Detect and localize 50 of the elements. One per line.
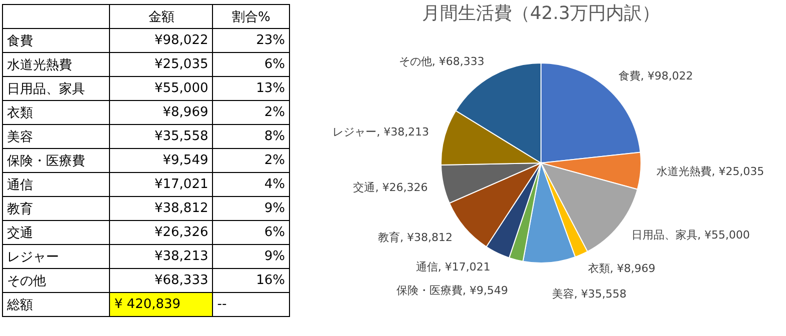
slice-label: その他, ¥68,333 bbox=[398, 54, 484, 68]
text: 水道光熱費 bbox=[2, 52, 110, 76]
slice-label: 教育, ¥38,812 bbox=[378, 230, 452, 244]
text: ¥17,021 bbox=[110, 172, 213, 196]
text: ¥35,558 bbox=[110, 124, 213, 148]
text: 衣類 bbox=[2, 100, 110, 124]
text: 6% bbox=[212, 52, 290, 76]
text: 割合% bbox=[212, 4, 290, 28]
text: 13% bbox=[212, 76, 290, 100]
text: 総額 bbox=[2, 292, 110, 316]
text: 教育 bbox=[2, 196, 110, 220]
text: 日用品、家具 bbox=[2, 76, 110, 100]
text: レジャー bbox=[2, 244, 110, 268]
slice-label: 水道光熱費, ¥25,035 bbox=[656, 165, 764, 178]
slice-label: 保険・医療費, ¥9,549 bbox=[396, 284, 508, 297]
text: 美容 bbox=[2, 124, 110, 148]
slice-label: 日用品、家具, ¥55,000 bbox=[631, 228, 750, 242]
text: ¥98,022 bbox=[110, 28, 213, 52]
text: その他 bbox=[2, 268, 110, 292]
text: ¥38,812 bbox=[110, 196, 213, 220]
text: 9% bbox=[212, 244, 290, 268]
slice-label: 交通, ¥26,326 bbox=[353, 180, 428, 194]
text: 4% bbox=[212, 172, 290, 196]
text: ¥25,035 bbox=[110, 52, 213, 76]
slice-label: 食費, ¥98,022 bbox=[618, 70, 693, 83]
text: 6% bbox=[212, 220, 290, 244]
text: 通信 bbox=[2, 172, 110, 196]
text: 8% bbox=[212, 124, 290, 148]
text: ¥9,549 bbox=[110, 148, 213, 172]
text: ¥ 420,839 bbox=[110, 292, 213, 316]
text: 16% bbox=[212, 268, 290, 292]
text: 23% bbox=[212, 28, 290, 52]
text: 食費 bbox=[2, 28, 110, 52]
text: 9% bbox=[212, 196, 290, 220]
text: ¥26,326 bbox=[110, 220, 213, 244]
text: ¥68,333 bbox=[110, 268, 213, 292]
chart-title: 月間生活費（42.3万円内訳） bbox=[422, 3, 660, 24]
text: 保険・医療費 bbox=[2, 148, 110, 172]
text: 金額 bbox=[110, 4, 213, 28]
text: -- bbox=[212, 292, 290, 316]
slice-label: レジャー, ¥38,213 bbox=[332, 126, 430, 139]
text: ¥38,213 bbox=[110, 244, 213, 268]
slice-label: 美容, ¥35,558 bbox=[552, 288, 627, 301]
text: 2% bbox=[212, 148, 290, 172]
slice-label: 衣類, ¥8,969 bbox=[588, 262, 656, 276]
text: ¥8,969 bbox=[110, 100, 213, 124]
slice-label: 通信, ¥17,021 bbox=[416, 260, 490, 274]
text: 2% bbox=[212, 100, 290, 124]
text: ¥55,000 bbox=[110, 76, 213, 100]
text: 交通 bbox=[2, 220, 110, 244]
